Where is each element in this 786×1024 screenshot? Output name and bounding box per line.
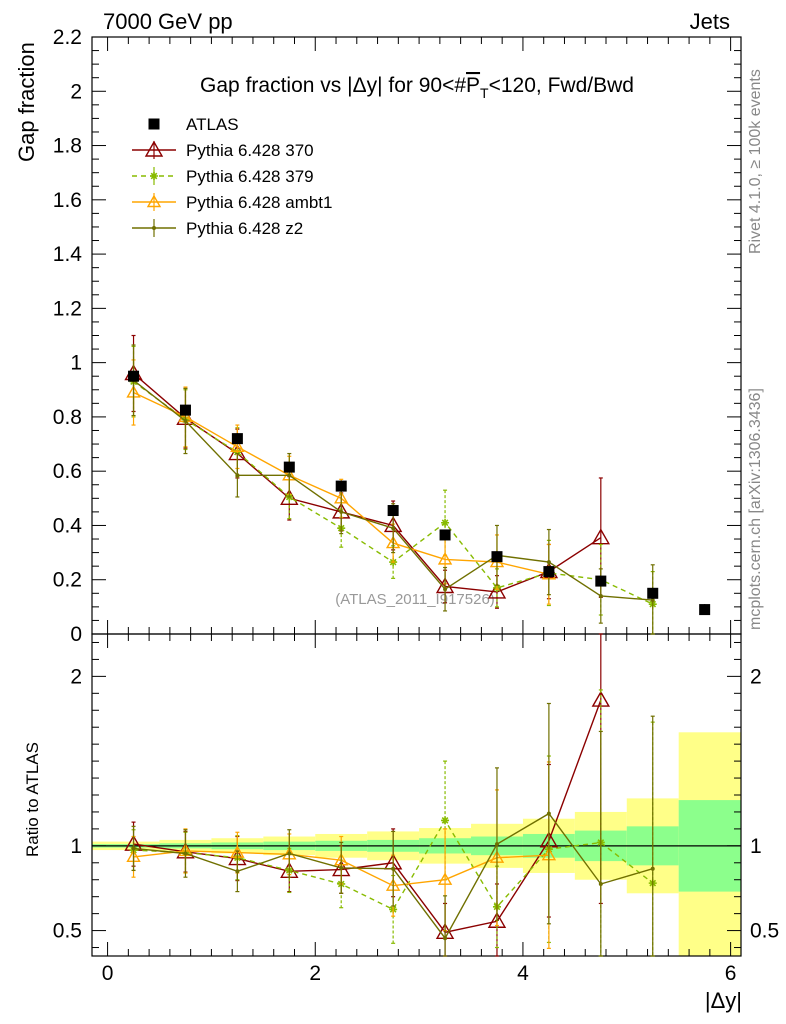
title-p-overline: P — [466, 74, 480, 97]
pythia-z2-ratio-point — [494, 842, 499, 847]
legend-label: Pythia 6.428 z2 — [186, 219, 303, 238]
pythia-z2-ratio-point — [339, 865, 344, 870]
atlas-point — [128, 370, 140, 382]
atlas-point — [387, 505, 399, 517]
legend-label: Pythia 6.428 ambt1 — [186, 193, 332, 212]
legend-label: Pythia 6.428 379 — [186, 167, 314, 186]
legend-label: ATLAS — [186, 115, 239, 134]
ratio-y-axis-label: Ratio to ATLAS — [23, 742, 42, 857]
legend-marker — [150, 172, 158, 180]
pythia-z2-ratio-point — [546, 811, 551, 816]
top-y-tick-label: 0.2 — [53, 569, 82, 592]
ratio-y-tick-label-left: 0.5 — [53, 920, 82, 943]
pythia-370-point — [591, 528, 611, 545]
top-y-tick-label: 2 — [70, 80, 82, 103]
legend-marker — [146, 194, 162, 208]
pythia-z2-ratio-point — [131, 846, 136, 851]
title-subscript-t: T — [480, 85, 489, 101]
pythia-z2-ratio-point — [598, 881, 603, 886]
top-y-axis-label: Gap fraction — [14, 42, 39, 162]
chart-title: Gap fraction vs |Δy| for 90<#PT<120, Fwd… — [200, 74, 634, 101]
top-y-tick-label: 0.6 — [53, 460, 82, 483]
ratio-y-tick-label-left: 1 — [70, 835, 82, 858]
atlas-point — [439, 529, 451, 541]
top-y-tick-label: 2.2 — [53, 26, 82, 49]
atlas-point — [647, 587, 659, 599]
x-tick-label: 4 — [517, 962, 529, 985]
collision-energy-label: 7000 GeV pp — [103, 9, 233, 34]
top-y-tick-label: 1.8 — [53, 135, 82, 158]
atlas-point — [595, 575, 607, 587]
top-y-tick-label: 1.4 — [53, 243, 83, 266]
title-part-1: Gap fraction vs |Δy| for 90<# — [200, 74, 466, 97]
ratio-plot-series — [124, 633, 657, 957]
top-plot-series — [124, 334, 711, 635]
pythia-z2-point — [443, 587, 448, 592]
legend-marker — [144, 140, 164, 157]
pythia-379-line — [133, 381, 653, 605]
pythia-z2-ratio-point — [443, 936, 448, 941]
x-tick-label: 6 — [725, 962, 737, 985]
top-y-tick-label: 1 — [70, 352, 82, 375]
legend-label: Pythia 6.428 370 — [186, 141, 314, 160]
atlas-point — [283, 461, 295, 473]
pythia-z2-ratio-point — [183, 851, 188, 856]
atlas-point — [335, 480, 347, 492]
pythia-ambt1-point — [230, 439, 245, 452]
pythia-379-point — [441, 518, 450, 527]
top-y-tick-label: 1.2 — [53, 297, 82, 320]
pythia-z2-point — [391, 526, 396, 531]
atlas-point — [699, 604, 711, 616]
atlas-point — [491, 551, 503, 563]
pythia-370-point — [487, 582, 507, 599]
analysis-watermark: (ATLAS_2011_I917526) — [335, 591, 495, 608]
ratio-y-tick-label-right: 0.5 — [750, 920, 779, 943]
pythia-z2-ratio-point — [391, 866, 396, 871]
pythia-z2-point — [287, 473, 292, 478]
top-y-tick-label: 0.4 — [53, 514, 83, 537]
pythia-379-ratio-line — [133, 819, 654, 911]
pythia-z2-point — [546, 560, 551, 565]
ratio-y-tick-label-right: 1 — [750, 835, 762, 858]
pythia-ambt1-point — [437, 551, 453, 565]
rivet-version-label: Rivet 4.1.0, ≥ 100k events — [747, 69, 764, 254]
x-tick-label: 0 — [102, 962, 114, 985]
process-label: Jets — [690, 9, 730, 34]
top-y-tick-label: 0.8 — [53, 406, 82, 429]
legend-marker — [152, 226, 156, 230]
pythia-ambt1-ratio-point — [437, 872, 453, 885]
legend: ATLAS Pythia 6.428 370 Pythia 6.428 379 Pyt… — [132, 115, 332, 238]
pythia-z2-point — [598, 594, 603, 599]
ratio-uncertainty-bands — [92, 732, 741, 956]
pythia-z2-point — [339, 509, 344, 514]
title-part-2: <120, Fwd/Bwd — [489, 74, 634, 97]
atlas-point — [179, 404, 191, 416]
pythia-z2-point — [183, 418, 188, 423]
pythia-z2-point — [235, 473, 240, 478]
pythia-z2-ratio-point — [650, 866, 655, 871]
pythia-370-line — [133, 372, 602, 593]
pythia-z2-ratio-point — [235, 869, 240, 874]
ratio-plot-frame — [91, 633, 742, 957]
pythia-379-ratio-point — [441, 816, 450, 825]
axes: 0 2 4 6 0 0.2 0.4 0.6 0.8 1 1.2 1.4 1.6 1.8 2 2.2 0.5 0.5… — [53, 26, 779, 985]
ratio-y-tick-label-right: 2 — [750, 665, 762, 688]
ratio-y-tick-label-left: 2 — [70, 665, 82, 688]
top-y-tick-label: 0 — [70, 623, 82, 646]
pythia-z2-point — [650, 598, 655, 603]
mcplots-label: mcplots.cern.ch [arXiv:1306.3436] — [747, 388, 764, 630]
x-tick-label: 2 — [309, 962, 321, 985]
atlas-point — [231, 433, 243, 445]
top-y-tick-label: 1.6 — [53, 189, 82, 212]
x-axis-label: |Δy| — [705, 988, 742, 1013]
legend-atlas-marker — [148, 118, 160, 130]
atlas-point — [543, 566, 555, 578]
pythia-z2-ratio-point — [287, 851, 292, 856]
pythia-370-ratio-line — [133, 699, 602, 934]
